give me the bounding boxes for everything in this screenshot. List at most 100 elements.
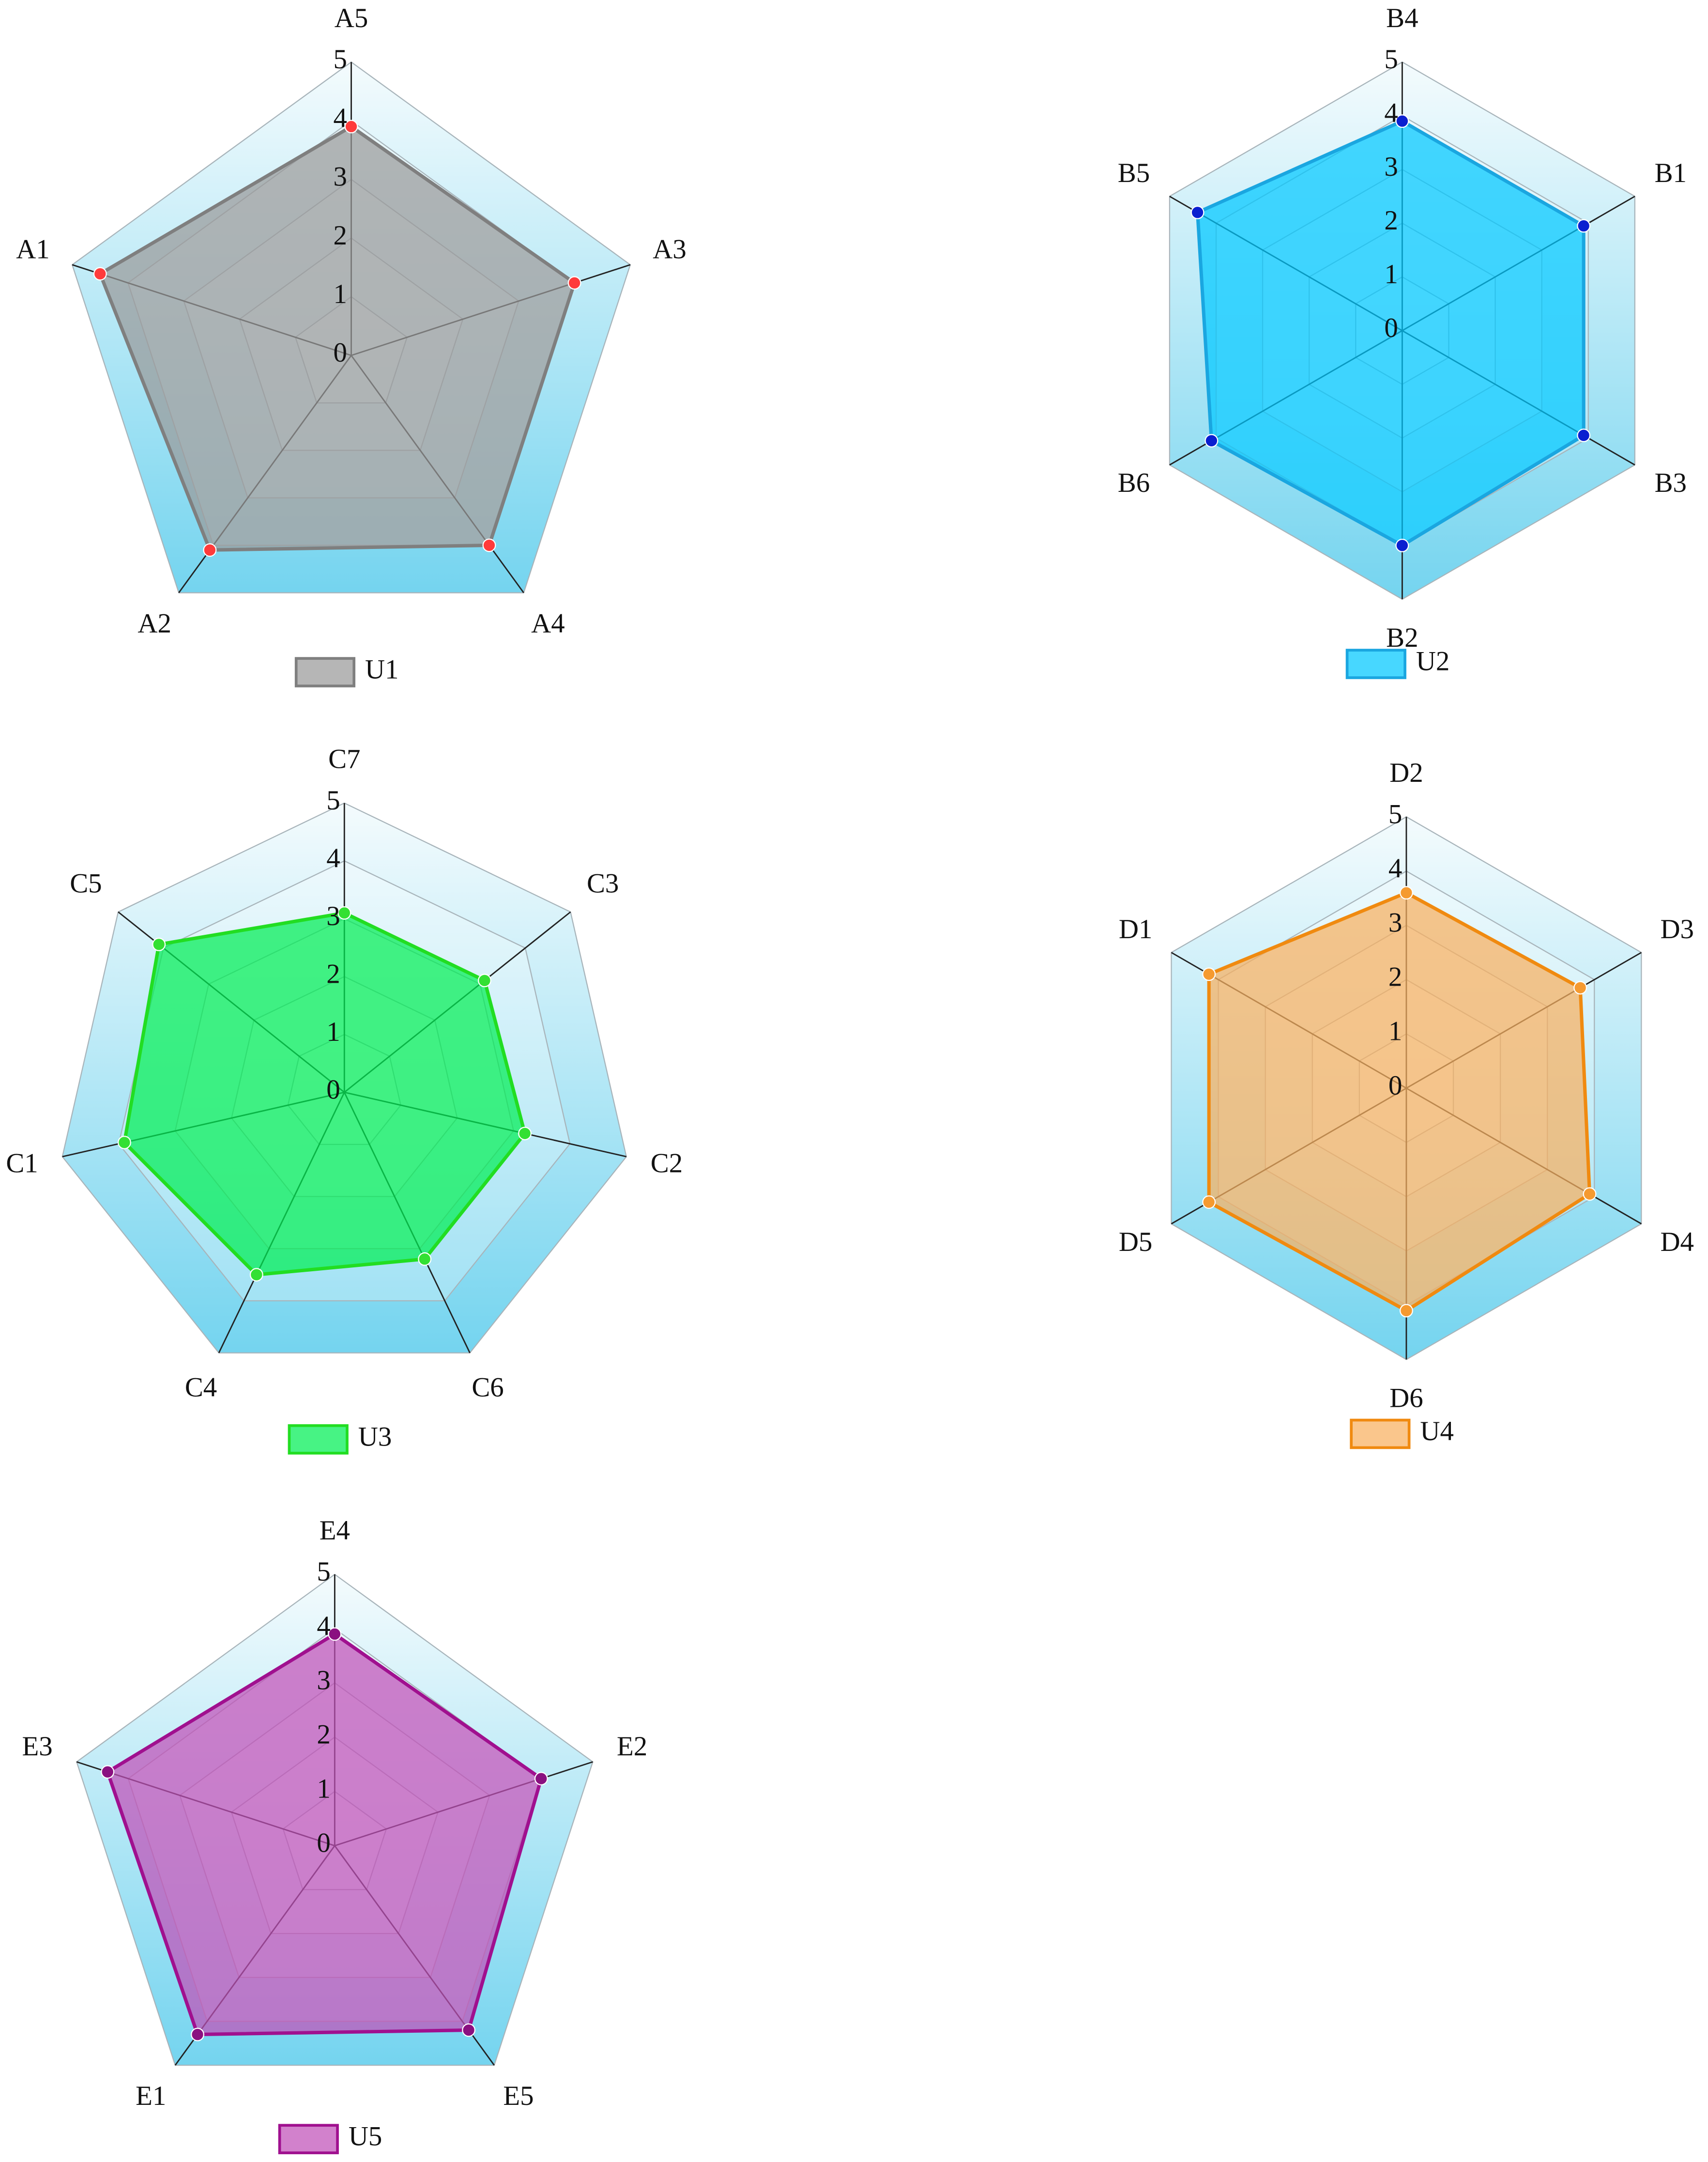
data-point <box>1573 981 1587 995</box>
category-label: C1 <box>6 1148 38 1178</box>
category-label: C4 <box>185 1372 217 1403</box>
data-point <box>462 2023 476 2037</box>
r-tick-label: 3 <box>1388 908 1402 938</box>
legend-swatch <box>294 657 356 687</box>
category-label: B3 <box>1655 468 1687 498</box>
data-point <box>344 120 358 134</box>
r-tick-label: 4 <box>334 103 347 133</box>
r-tick-label: 0 <box>1388 1070 1402 1101</box>
data-point <box>101 1765 115 1779</box>
legend-label: U2 <box>1416 646 1450 677</box>
data-point <box>482 538 496 552</box>
category-label: B6 <box>1118 468 1150 498</box>
data-point <box>152 937 166 951</box>
data-point <box>418 1252 432 1266</box>
data-point <box>1395 538 1409 552</box>
data-point <box>117 1136 131 1149</box>
data-point <box>1202 1195 1216 1209</box>
r-tick-label: 1 <box>326 1017 340 1047</box>
data-point <box>567 276 581 290</box>
r-tick-label: 2 <box>317 1719 330 1750</box>
data-point <box>1395 114 1409 128</box>
r-tick-label: 5 <box>317 1556 330 1587</box>
category-label: A2 <box>137 609 171 639</box>
r-tick-label: 4 <box>1388 853 1402 883</box>
legend-label: U3 <box>358 1421 392 1452</box>
r-tick-label: 5 <box>1388 799 1402 829</box>
r-tick-label: 0 <box>326 1074 340 1105</box>
r-tick-label: 1 <box>317 1774 330 1804</box>
category-label: A5 <box>335 3 368 33</box>
data-point <box>1583 1187 1597 1201</box>
category-label: E5 <box>503 2081 534 2111</box>
legend-swatch <box>1350 1418 1411 1449</box>
category-label: C5 <box>70 868 102 899</box>
data-point <box>337 906 351 920</box>
category-label: C6 <box>472 1372 503 1403</box>
r-tick-label: 1 <box>1384 259 1398 289</box>
data-point <box>1190 205 1205 219</box>
data-point <box>191 2027 204 2041</box>
r-tick-label: 0 <box>317 1828 330 1858</box>
category-label: A3 <box>653 234 686 265</box>
category-label: A1 <box>16 234 50 265</box>
r-tick-label: 0 <box>1384 313 1398 343</box>
data-area <box>122 911 527 1277</box>
r-tick-label: 5 <box>1384 44 1398 75</box>
category-label: D3 <box>1660 914 1694 944</box>
category-label: B1 <box>1655 158 1687 188</box>
data-point <box>249 1268 263 1282</box>
data-point <box>93 267 107 281</box>
category-label: E1 <box>136 2081 166 2111</box>
category-label: D2 <box>1389 758 1423 788</box>
r-tick-label: 2 <box>334 220 347 251</box>
r-tick-label: 4 <box>317 1611 330 1641</box>
r-tick-label: 5 <box>334 44 347 75</box>
r-tick-label: 3 <box>326 901 340 931</box>
r-tick-label: 3 <box>1384 152 1398 182</box>
data-point <box>518 1127 532 1141</box>
data-point <box>1205 434 1219 448</box>
r-tick-label: 3 <box>317 1665 330 1695</box>
grid-line <box>61 802 627 1354</box>
legend-label: U1 <box>365 655 399 685</box>
r-tick-label: 5 <box>326 785 340 816</box>
legend-swatch <box>278 2124 339 2154</box>
data-point <box>1202 967 1216 981</box>
category-label: D5 <box>1119 1227 1153 1257</box>
r-tick-label: 2 <box>1384 205 1398 236</box>
category-label: D4 <box>1660 1227 1694 1257</box>
data-point <box>328 1627 342 1641</box>
legend-swatch <box>1345 649 1406 679</box>
legend-label: U5 <box>349 2121 382 2152</box>
r-tick-label: 4 <box>326 843 340 873</box>
legend-label: U4 <box>1420 1416 1454 1446</box>
r-tick-label: 4 <box>1384 98 1398 128</box>
data-point <box>477 974 491 988</box>
data-area <box>106 1632 543 2037</box>
r-tick-label: 1 <box>1388 1016 1402 1047</box>
data-point <box>534 1772 548 1786</box>
category-label: B4 <box>1386 3 1418 33</box>
r-tick-label: 3 <box>334 162 347 192</box>
category-label: E2 <box>617 1731 647 1762</box>
category-label: C3 <box>587 868 619 899</box>
data-point <box>1399 1304 1413 1318</box>
category-label: C2 <box>651 1148 683 1178</box>
category-label: B5 <box>1118 158 1150 188</box>
category-label: C7 <box>328 744 360 775</box>
r-tick-label: 2 <box>326 959 340 989</box>
category-label: E3 <box>22 1731 53 1762</box>
data-point <box>1577 428 1591 442</box>
category-label: D6 <box>1389 1383 1423 1414</box>
grid-line <box>71 61 631 594</box>
legend-swatch <box>288 1424 349 1455</box>
category-label: A4 <box>531 609 565 639</box>
data-point <box>203 543 217 557</box>
data-point <box>1577 219 1591 233</box>
r-tick-label: 1 <box>334 279 347 309</box>
data-area <box>98 124 577 552</box>
grid-line <box>76 1573 594 2066</box>
